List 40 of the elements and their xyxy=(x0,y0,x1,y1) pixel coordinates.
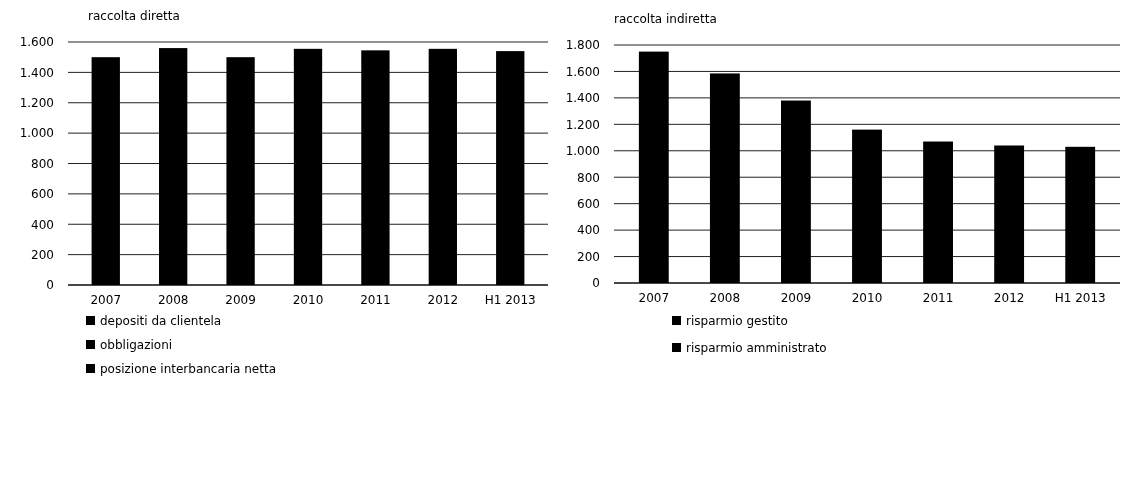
chart-title: raccolta diretta xyxy=(88,9,180,23)
x-tick-label: 2010 xyxy=(292,292,324,307)
x-tick-label: 2008 xyxy=(709,290,741,305)
y-tick-label: 1.800 xyxy=(565,38,600,53)
x-tick-label: H1 2013 xyxy=(1054,290,1106,305)
y-tick-label: 1.400 xyxy=(19,65,54,80)
y-tick-label: 800 xyxy=(31,156,54,171)
y-tick-label: 0 xyxy=(46,278,54,293)
y-tick-label: 1.000 xyxy=(565,144,600,159)
x-tick-label: 2008 xyxy=(157,292,189,307)
y-tick-label: 400 xyxy=(31,217,54,232)
x-tick-label: 2012 xyxy=(993,290,1025,305)
x-tick-label: H1 2013 xyxy=(484,292,536,307)
x-tick-label: 2012 xyxy=(427,292,459,307)
y-tick-label: 1.200 xyxy=(19,96,54,111)
y-tick-label: 1.600 xyxy=(565,64,600,79)
y-tick-label: 1.200 xyxy=(565,117,600,132)
y-tick-label: 0 xyxy=(592,276,600,291)
y-tick-label: 800 xyxy=(577,170,600,185)
y-tick-label: 600 xyxy=(31,187,54,202)
text: depositi da clientela xyxy=(100,314,222,328)
text: posizione interbancaria netta xyxy=(100,362,276,376)
x-tick-label: 2009 xyxy=(225,292,256,307)
x-tick-label: 2007 xyxy=(638,290,670,305)
text: obbligazioni xyxy=(100,338,173,352)
y-tick-label: 200 xyxy=(31,247,54,262)
x-tick-label: 2010 xyxy=(851,290,883,305)
chart-title: raccolta indiretta xyxy=(614,12,717,26)
y-tick-label: 400 xyxy=(577,223,600,238)
y-tick-label: 200 xyxy=(577,249,600,264)
x-tick-label: 2011 xyxy=(922,290,954,305)
text: risparmio amministrato xyxy=(686,341,827,355)
text: risparmio gestito xyxy=(686,314,788,328)
y-tick-label: 1.600 xyxy=(19,35,54,50)
x-tick-label: 2009 xyxy=(780,290,812,305)
x-tick-label: 2011 xyxy=(360,292,391,307)
x-tick-label: 2007 xyxy=(90,292,122,307)
y-tick-label: 600 xyxy=(577,197,600,212)
y-tick-label: 1.400 xyxy=(565,91,600,106)
y-tick-label: 1.000 xyxy=(19,126,54,141)
